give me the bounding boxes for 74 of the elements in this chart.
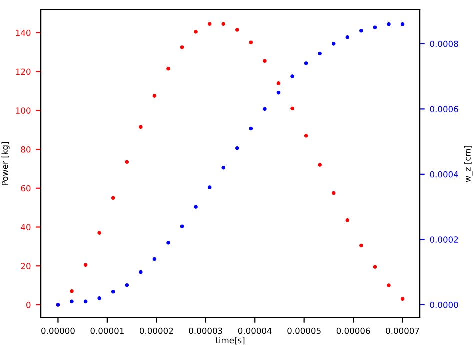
y-tick-label: 80 (21, 146, 31, 153)
point (194, 205, 198, 209)
point (84, 300, 88, 304)
point (387, 22, 391, 26)
point (166, 66, 170, 71)
point (84, 263, 88, 268)
point (208, 186, 212, 190)
point (180, 46, 184, 50)
point (152, 94, 157, 98)
point (400, 22, 405, 26)
point (318, 52, 322, 56)
y-tick-label: 60 (21, 185, 31, 192)
point (152, 257, 157, 262)
point (332, 191, 336, 196)
point (360, 28, 364, 33)
y2-tick-label: 0.0008 (430, 40, 458, 48)
y-tick-label: 100 (16, 108, 31, 114)
point (304, 62, 308, 66)
y2-tick-label: 0.0000 (430, 302, 458, 308)
point (222, 166, 226, 170)
point (249, 126, 254, 131)
point (111, 196, 116, 200)
y2-tick-label: 0.0002 (430, 236, 458, 243)
y-axis-title: Power [kg] (2, 142, 10, 186)
point (346, 218, 350, 222)
point (208, 22, 212, 26)
point (263, 59, 267, 64)
x-axis-title: time[s] (216, 337, 245, 345)
point (400, 297, 405, 302)
x-tick-label: 0.00001 (90, 328, 124, 334)
point (263, 107, 267, 112)
point (139, 125, 143, 130)
point (180, 224, 184, 229)
y-tick-label: 20 (21, 263, 31, 270)
point (290, 106, 294, 111)
y-tick-label: 40 (21, 224, 31, 231)
x-tick-label: 0.00004 (238, 328, 272, 334)
point (222, 22, 226, 26)
point (387, 284, 391, 288)
point (139, 270, 143, 274)
point (194, 30, 198, 34)
point (249, 40, 254, 45)
point (373, 26, 378, 30)
x-tick-label: 0.00000 (42, 328, 75, 334)
y-tick-label: 140 (16, 30, 31, 36)
point (290, 74, 294, 78)
y-tick-label: 120 (16, 68, 31, 76)
x-tick-label: 0.00005 (288, 328, 321, 334)
y2-axis-title: w_z [cm] (464, 146, 473, 182)
y-tick-label: 0 (26, 302, 31, 308)
point (98, 296, 102, 300)
y2-tick-label: 0.0006 (430, 106, 458, 112)
x-tick-label: 0.00007 (386, 328, 420, 334)
point (332, 42, 336, 46)
point (304, 134, 308, 138)
point (125, 283, 130, 288)
x-tick-label: 0.00006 (336, 328, 370, 334)
point (125, 160, 130, 164)
point (98, 231, 102, 235)
point (373, 265, 378, 269)
point (360, 244, 364, 248)
point (276, 82, 281, 86)
point (235, 146, 240, 150)
point (111, 290, 116, 294)
point (235, 28, 240, 32)
x-tick-label: 0.00002 (140, 328, 174, 334)
x-tick-label: 0.00003 (189, 328, 222, 334)
point (318, 163, 322, 167)
point (276, 90, 281, 95)
point (166, 241, 170, 245)
y2-tick-label: 0.0004 (430, 171, 458, 178)
point (70, 289, 74, 294)
point (346, 36, 350, 40)
point (70, 300, 74, 304)
